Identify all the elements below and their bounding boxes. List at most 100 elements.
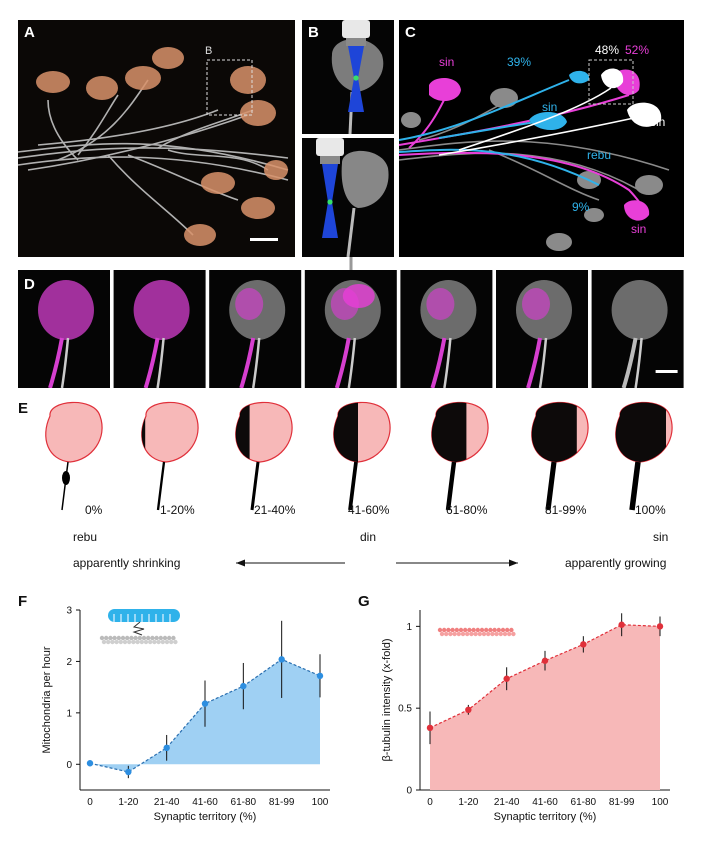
microtubule-icon [437,627,516,637]
c-label-sin-1: sin [439,55,455,69]
x-axis-label: Synaptic territory (%) [154,811,257,823]
data-point [125,768,132,776]
e-caption-growing: apparently growing [565,556,667,570]
panel-letter-b: B [308,24,319,41]
c-label-sin-4: sin [631,222,647,236]
panel-b-bottom-micrograph [302,138,394,257]
area-fill [430,624,660,790]
data-point [580,641,587,648]
data-point [240,682,247,690]
y-tick-label: 0.5 [398,704,412,715]
synapse-silhouette [431,401,489,511]
x-tick-label: 81-99 [609,797,635,808]
e-percent-41-60: 41-60% [348,503,390,517]
e-percent-100: 100% [635,503,666,517]
synapse-silhouette [235,401,293,511]
data-point [163,744,170,752]
e-percent-21-40: 21-40% [254,503,296,517]
panel-letter-f: F [18,593,28,610]
panel-b-bottom-image [302,138,394,257]
y-tick-label: 2 [66,657,72,668]
synapse-silhouette [333,401,391,511]
x-tick-label: 0 [87,797,93,808]
y-tick-label: 3 [66,606,72,617]
synapse-silhouette [141,401,199,511]
data-point [86,760,94,767]
e-percent-1-20: 1-20% [160,503,195,517]
panel-c-image: C sin 39% 48% 52% sin sin rebu 9% sin [399,20,684,257]
x-tick-label: 81-99 [269,797,295,808]
c-label-sin-3: sin [650,115,666,129]
panel-letter-d: D [24,276,35,293]
y-tick-label: 1 [406,622,412,633]
chart-g: 0 0.5 1 0 1-20 21-40 41-60 61-80 81-99 100 Synapti… [381,610,670,823]
panel-a-inset-label: B [205,45,213,57]
y-tick-label: 0 [66,760,72,771]
chart-f: 0 1 2 3 0 1-20 21-40 41-60 61-80 81-99 100 Synaptic… [41,606,330,823]
arrow-left-head-icon [236,559,245,567]
panel-d-tile [209,270,302,389]
motor-protein-icon [132,621,145,636]
e-percent-81-99: 81-99% [545,503,587,517]
x-tick-label: 41-60 [192,797,218,808]
x-tick-label: 0 [427,797,433,808]
x-tick-label: 100 [312,797,329,808]
panel-letter-c: C [405,24,416,41]
data-point [426,724,434,732]
y-tick-label: 1 [66,708,72,719]
x-tick-label: 1-20 [118,797,138,808]
panel-d-tile [18,270,110,389]
c-label-39: 39% [507,55,532,69]
x-axis-label: Synaptic territory (%) [494,811,597,823]
data-point [618,621,625,628]
mitochondrion-on-microtubule-icon [99,609,180,645]
panel-letter-e: E [18,400,29,417]
synapse-silhouette [45,401,103,511]
panel-a-image: A B [18,20,295,257]
panel-c-tracing [399,20,684,257]
data-point [541,657,549,664]
panel-b-top-micrograph [302,20,394,134]
synapse-silhouette [531,401,589,511]
e-caption-shrinking: apparently shrinking [73,556,181,570]
panel-d-tile [496,270,588,389]
mitochondrion-icon [108,609,180,622]
arrow-right-head-icon [509,559,518,567]
e-percent-0: 0% [85,503,103,517]
x-tick-label: 100 [652,797,669,808]
y-tick-label: 0 [406,786,412,797]
x-tick-label: 61-80 [571,797,597,808]
x-tick-label: 21-40 [154,797,180,808]
x-tick-label: 41-60 [532,797,558,808]
y-axis-label: Mitochondria per hour [41,646,53,753]
x-tick-label: 1-20 [458,797,478,808]
e-word-rebu: rebu [73,530,98,544]
panel-letter-g: G [358,593,370,610]
c-label-48: 48% [595,43,620,57]
c-label-sin-2: sin [542,100,558,114]
data-point [465,706,472,714]
panel-a-micrograph [18,20,295,257]
panel-d-strip: D [18,270,684,389]
data-point [316,672,324,680]
c-label-rebu: rebu [587,148,612,162]
data-point [201,700,209,707]
panel-b-top-image: B [302,20,394,134]
data-point [656,623,664,630]
panel-d-tile [591,270,684,389]
y-axis-label: β-tubulin intensity (x-fold) [381,638,393,761]
c-label-52: 52% [625,43,650,57]
data-point [278,656,285,663]
panel-d-tile [400,270,493,389]
panel-d-tile [304,270,397,389]
synapse-silhouette [615,401,673,511]
panel-letter-a: A [24,24,35,41]
e-word-din: din [360,530,377,544]
panel-e-silhouettes [45,401,673,511]
data-point [503,675,510,682]
panel-d-tile [113,270,206,389]
x-tick-label: 61-80 [231,797,257,808]
panel-d-micrographs [18,270,684,389]
c-label-9: 9% [572,200,590,214]
e-word-sin: sin [653,530,669,544]
